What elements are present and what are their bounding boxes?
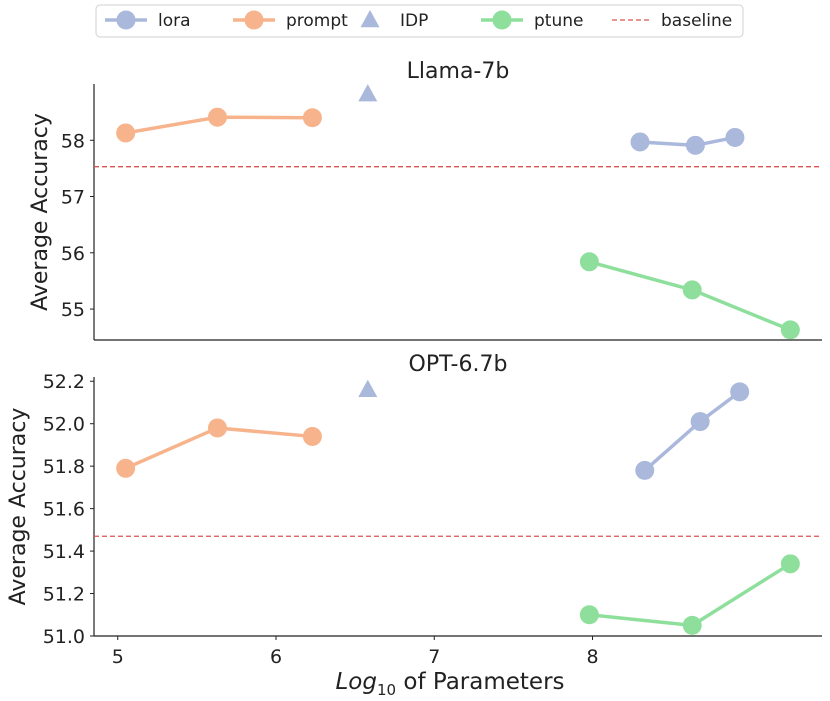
legend-label-IDP: IDP xyxy=(400,11,428,31)
point-prompt xyxy=(116,123,136,143)
legend-marker-ptune xyxy=(492,10,512,30)
point-ptune xyxy=(579,252,599,272)
point-lora xyxy=(635,460,655,480)
point-prompt xyxy=(116,458,136,478)
x-tick-label: 5 xyxy=(112,646,124,668)
point-lora xyxy=(725,127,745,147)
y-tick-label: 51.4 xyxy=(43,541,85,563)
point-ptune xyxy=(579,605,599,625)
y-axis-label: Average Accuracy xyxy=(28,113,53,311)
legend-label-lora: lora xyxy=(158,11,191,31)
point-lora xyxy=(730,382,750,402)
y-tick-label: 51.0 xyxy=(43,626,85,648)
point-lora xyxy=(690,412,710,432)
series-line-lora xyxy=(643,390,741,472)
x-axis-label: Log10 of Parameters xyxy=(335,669,564,699)
point-lora xyxy=(630,132,650,152)
x-axis-label-rest: of Parameters xyxy=(396,669,564,695)
point-ptune xyxy=(780,320,800,340)
series-line-ptune xyxy=(589,562,792,628)
y-tick-label: 55 xyxy=(61,299,85,321)
y-tick-label: 58 xyxy=(61,130,85,152)
x-tick-label: 8 xyxy=(586,646,598,668)
point-prompt xyxy=(302,426,322,446)
legend-label-prompt: prompt xyxy=(286,11,348,31)
legend-label-baseline: baseline xyxy=(661,11,732,31)
point-IDP xyxy=(358,84,378,102)
y-axis-label: Average Accuracy xyxy=(6,408,31,606)
y-tick-label: 57 xyxy=(61,187,85,209)
legend-marker-lora xyxy=(116,10,136,30)
x-axis-label-sub: 10 xyxy=(377,681,396,699)
panel-llama: Llama-7b 55 56 57 58 Average Accuracy xyxy=(28,59,822,341)
legend: lora prompt IDP ptune baseline xyxy=(95,4,744,38)
panel-opt: OPT-6.7b 51.0 51.2 51.4 51.6 51.8 52.0 52.2 Aver… xyxy=(6,352,822,648)
point-IDP xyxy=(358,379,378,397)
panel-title: Llama-7b xyxy=(407,59,510,84)
y-tick-label: 51.6 xyxy=(43,499,85,521)
point-ptune xyxy=(682,280,702,300)
point-prompt xyxy=(207,418,227,438)
legend-label-ptune: ptune xyxy=(534,11,583,31)
y-tick-label: 51.8 xyxy=(43,456,85,478)
point-ptune xyxy=(682,615,702,635)
x-axis: 5 6 7 8 Log10 of Parameters xyxy=(112,636,599,699)
x-tick-label: 7 xyxy=(428,646,440,668)
point-lora xyxy=(685,135,705,155)
point-prompt xyxy=(207,107,227,127)
y-tick-label: 52.2 xyxy=(43,371,85,393)
y-tick-label: 52.0 xyxy=(43,414,85,436)
legend-marker-prompt xyxy=(244,10,264,30)
y-tick-label: 56 xyxy=(61,243,85,265)
legend-marker-IDP xyxy=(360,10,380,28)
panel-title: OPT-6.7b xyxy=(409,352,508,377)
x-axis-label-main: Log xyxy=(335,669,377,695)
x-tick-label: 6 xyxy=(270,646,282,668)
y-tick-label: 51.2 xyxy=(43,584,85,606)
point-prompt xyxy=(302,108,322,128)
point-ptune xyxy=(780,554,800,574)
